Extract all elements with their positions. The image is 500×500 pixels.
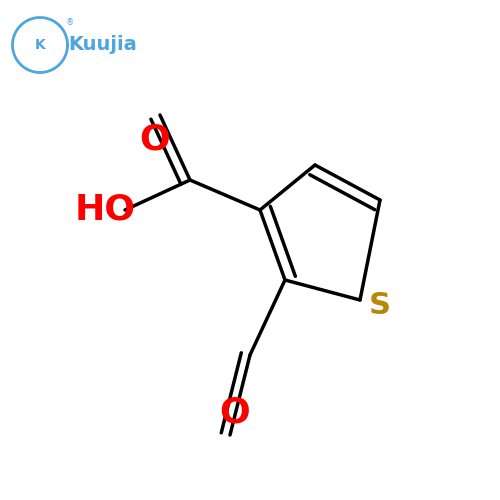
Text: Kuujia: Kuujia bbox=[68, 36, 137, 54]
Text: S: S bbox=[369, 290, 391, 320]
Text: ®: ® bbox=[66, 18, 74, 27]
Text: K: K bbox=[34, 38, 46, 52]
Text: O: O bbox=[140, 123, 170, 157]
Text: HO: HO bbox=[74, 193, 136, 227]
Text: O: O bbox=[220, 396, 250, 430]
